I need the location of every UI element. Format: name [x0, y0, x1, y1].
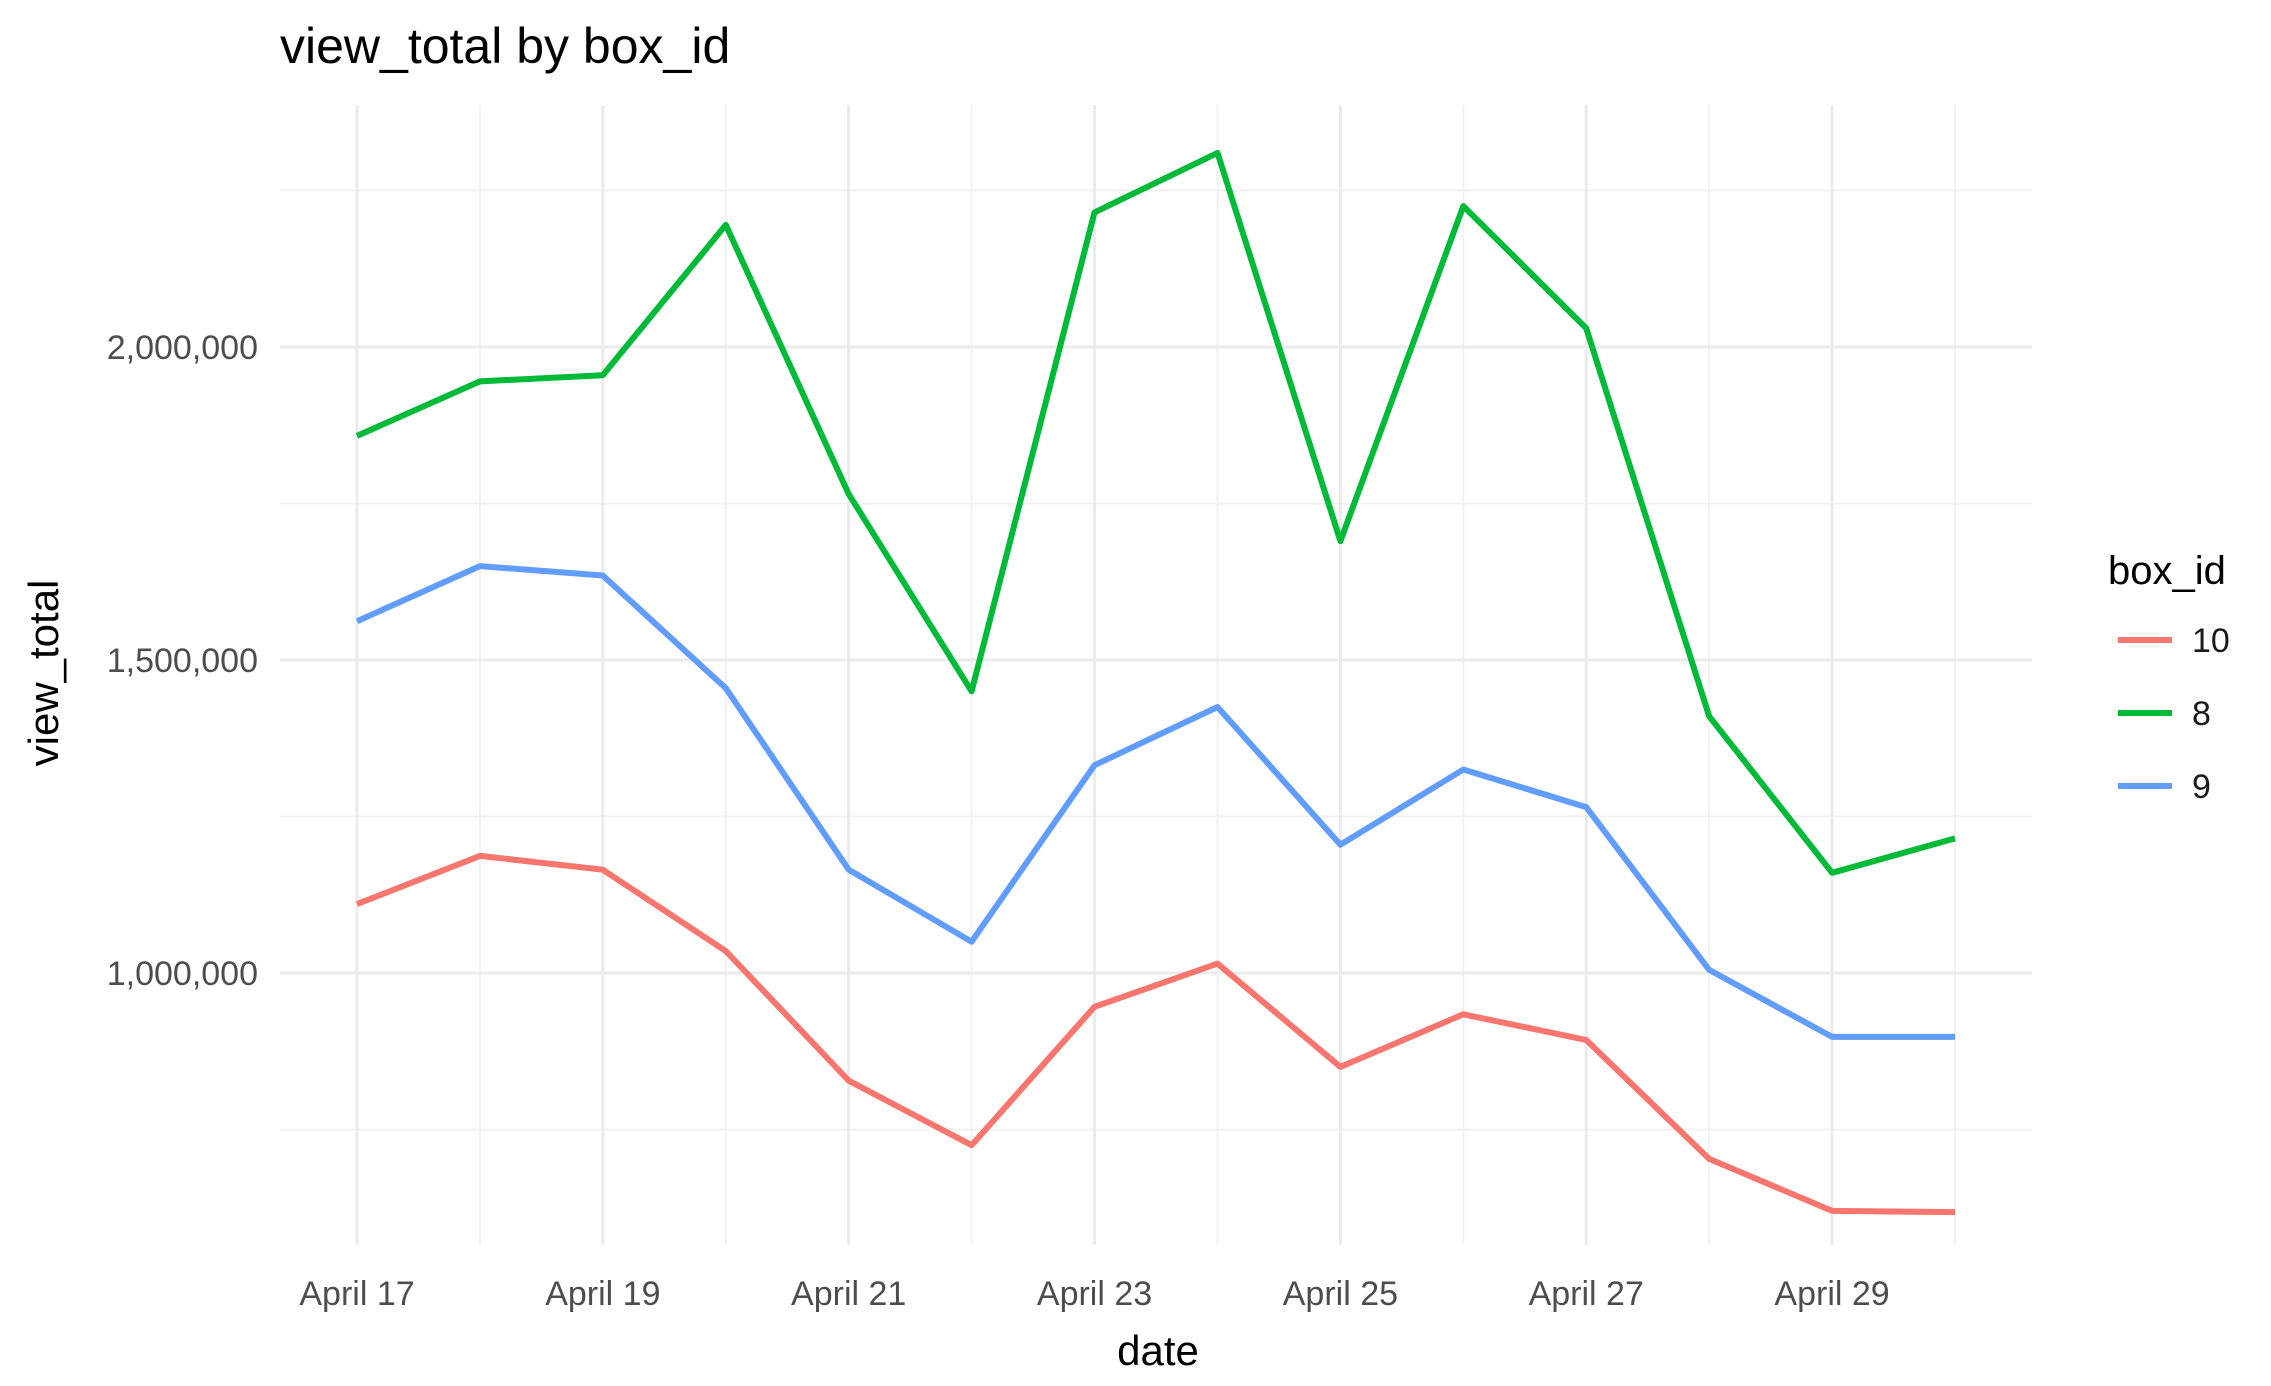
legend-title: box_id — [2108, 549, 2226, 593]
y-tick-label: 1,000,000 — [107, 955, 258, 993]
chart-title: view_total by box_id — [280, 18, 730, 74]
x-tick-label: April 23 — [1037, 1275, 1152, 1313]
series-lines — [355, 149, 1956, 1216]
series-line-10 — [355, 852, 1956, 1216]
x-tick-label: April 19 — [545, 1275, 660, 1313]
y-tick-label: 1,500,000 — [107, 642, 258, 680]
x-axis-title: date — [1117, 1327, 1199, 1374]
major-gridlines — [280, 105, 2032, 1245]
legend-label-8: 8 — [2192, 695, 2211, 733]
minor-gridlines — [280, 105, 2032, 1245]
legend-label-10: 10 — [2192, 622, 2230, 660]
series-line-9 — [355, 563, 1955, 1040]
x-tick-label: April 25 — [1283, 1275, 1398, 1313]
y-axis-tick-labels: 1,000,000 1,500,000 2,000,000 — [107, 329, 258, 993]
y-tick-label: 2,000,000 — [107, 329, 258, 367]
legend-label-9: 9 — [2192, 768, 2211, 806]
legend: box_id 10 8 9 — [2108, 549, 2230, 806]
x-tick-label: April 27 — [1529, 1275, 1644, 1313]
series-line-8 — [355, 149, 1956, 876]
x-tick-label: April 21 — [791, 1275, 906, 1313]
y-axis-title: view_total — [20, 580, 67, 767]
x-tick-label: April 17 — [299, 1275, 414, 1313]
x-tick-label: April 29 — [1774, 1275, 1889, 1313]
x-axis-tick-labels: April 17 April 19 April 21 April 23 April 25… — [299, 1275, 1889, 1313]
